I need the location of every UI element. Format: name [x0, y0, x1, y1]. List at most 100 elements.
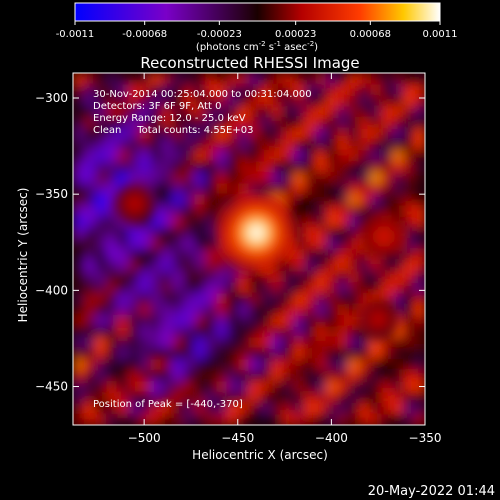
heatmap-cell: [271, 381, 283, 393]
heatmap-cell: [315, 84, 327, 96]
heatmap-cell: [106, 304, 118, 316]
heatmap-cell: [238, 359, 250, 371]
heatmap-cell: [183, 304, 195, 316]
heatmap-cell: [117, 326, 129, 338]
heatmap-cell: [128, 128, 140, 140]
heatmap-cell: [106, 73, 118, 85]
heatmap-cell: [249, 271, 261, 283]
heatmap-cell: [271, 128, 283, 140]
heatmap-cell: [370, 359, 382, 371]
heatmap-cell: [304, 381, 316, 393]
heatmap-cell: [260, 117, 272, 129]
heatmap-cell: [403, 381, 415, 393]
heatmap-cell: [161, 249, 173, 261]
heatmap-cell: [161, 227, 173, 239]
heatmap-cell: [172, 95, 184, 107]
heatmap-cell: [73, 304, 85, 316]
heatmap-cell: [161, 128, 173, 140]
heatmap-cell: [414, 172, 425, 184]
heatmap-cell: [183, 150, 195, 162]
heatmap-cell: [403, 337, 415, 349]
heatmap-cell: [348, 282, 360, 294]
heatmap-cell: [403, 117, 415, 129]
heatmap-cell: [381, 359, 393, 371]
heatmap-cell: [381, 150, 393, 162]
heatmap-cell: [172, 194, 184, 206]
heatmap-cell: [139, 139, 151, 151]
heatmap-cell: [205, 359, 217, 371]
heatmap-cell: [238, 150, 250, 162]
heatmap-cell: [260, 95, 272, 107]
heatmap-cell: [260, 172, 272, 184]
heatmap-cell: [392, 128, 404, 140]
heatmap-cell: [106, 249, 118, 261]
heatmap-cell: [128, 172, 140, 184]
heatmap-cell: [260, 337, 272, 349]
heatmap-cell: [194, 392, 206, 404]
heatmap-cell: [128, 304, 140, 316]
heatmap-cell: [249, 315, 261, 327]
heatmap-cell: [315, 293, 327, 305]
heatmap-cell: [293, 370, 305, 382]
heatmap-cell: [95, 216, 107, 228]
heatmap-cell: [161, 337, 173, 349]
heatmap-cell: [128, 348, 140, 360]
heatmap-cell: [326, 326, 338, 338]
heatmap-cell: [414, 161, 425, 173]
heatmap-cell: [271, 326, 283, 338]
heatmap-cell: [205, 150, 217, 162]
heatmap-cell: [95, 84, 107, 96]
heatmap-cell: [271, 271, 283, 283]
heatmap-cell: [84, 271, 96, 283]
heatmap-cell: [414, 117, 425, 129]
heatmap-cell: [84, 172, 96, 184]
heatmap-cell: [359, 282, 371, 294]
heatmap-cell: [216, 161, 228, 173]
heatmap-cell: [139, 359, 151, 371]
heatmap-cell: [73, 260, 85, 272]
heatmap-cell: [150, 337, 162, 349]
heatmap-cell: [315, 359, 327, 371]
annotation-line-1: 30-Nov-2014 00:25:04.000 to 00:31:04.000: [93, 89, 312, 100]
heatmap-cell: [359, 161, 371, 173]
heatmap-cell: [315, 238, 327, 250]
heatmap-cell: [106, 238, 118, 250]
heatmap-cell: [271, 315, 283, 327]
heatmap-cell: [326, 150, 338, 162]
heatmap-cell: [381, 128, 393, 140]
heatmap-cell: [381, 414, 393, 425]
heatmap-cell: [139, 403, 151, 415]
heatmap-cell: [216, 370, 228, 382]
heatmap-cell: [172, 205, 184, 217]
heatmap-cell: [249, 359, 261, 371]
heatmap-cell: [282, 337, 294, 349]
heatmap-cell: [227, 117, 239, 129]
heatmap-cell: [139, 315, 151, 327]
heatmap-cell: [205, 414, 217, 425]
heatmap-cell: [73, 205, 85, 217]
heatmap-cell: [359, 381, 371, 393]
heatmap-cell: [304, 304, 316, 316]
heatmap-cell: [106, 403, 118, 415]
heatmap-cell: [84, 326, 96, 338]
heatmap-cell: [227, 337, 239, 349]
heatmap-cell: [194, 304, 206, 316]
heatmap-cell: [359, 183, 371, 195]
heatmap-cell: [205, 370, 217, 382]
heatmap-cell: [271, 73, 283, 85]
heatmap-cell: [282, 271, 294, 283]
heatmap-cell: [249, 106, 261, 118]
heatmap-cell: [348, 73, 360, 85]
heatmap-cell: [139, 348, 151, 360]
heatmap-cell: [337, 95, 349, 107]
heatmap-cell: [95, 370, 107, 382]
heatmap-cell: [370, 403, 382, 415]
heatmap-cell: [161, 315, 173, 327]
heatmap-cell: [172, 139, 184, 151]
heatmap-cell: [315, 106, 327, 118]
heatmap-cell: [227, 282, 239, 294]
heatmap-cell: [392, 117, 404, 129]
heatmap-cell: [260, 128, 272, 140]
peak-source: [248, 224, 265, 241]
heatmap-cell: [216, 128, 228, 140]
